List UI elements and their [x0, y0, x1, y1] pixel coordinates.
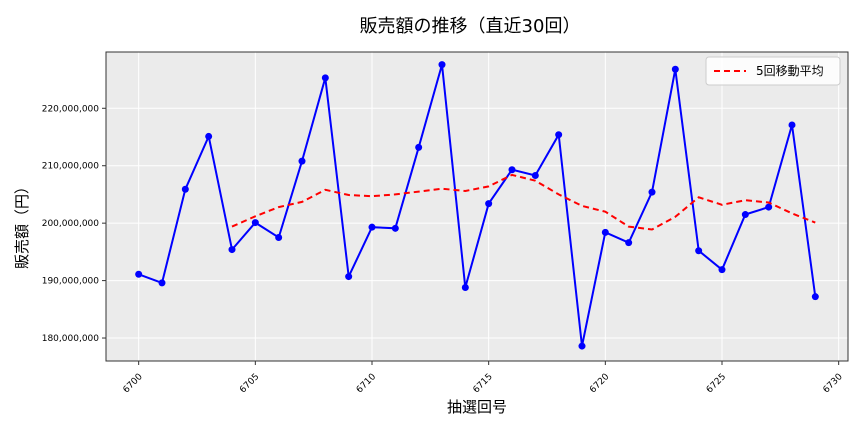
sales-point	[181, 185, 189, 193]
y-tick-label: 210,000,000	[42, 162, 100, 172]
sales-point	[321, 74, 329, 82]
x-tick-label: 6725	[705, 372, 728, 395]
x-tick-label: 6730	[822, 372, 845, 395]
sales-point	[601, 228, 609, 236]
sales-point	[531, 171, 539, 179]
y-tick-label: 190,000,000	[42, 277, 100, 287]
sales-point	[648, 188, 656, 196]
chart-title: 販売額の推移（直近30回）	[360, 16, 581, 37]
sales-point	[508, 166, 516, 174]
sales-point	[391, 224, 399, 232]
sales-point	[718, 266, 726, 274]
y-axis-title: 販売額（円）	[13, 179, 31, 269]
sales-point	[555, 131, 563, 139]
sales-point	[625, 239, 633, 247]
x-tick-label: 6720	[588, 372, 611, 395]
series-layer	[135, 61, 819, 350]
sales-point	[135, 270, 143, 278]
sales-point	[415, 143, 423, 151]
sales-point	[298, 157, 306, 165]
sales-point	[205, 132, 213, 140]
sales-point	[345, 273, 353, 281]
grid	[106, 52, 848, 361]
sales-line	[138, 64, 817, 347]
x-axis-title: 抽選回号	[447, 398, 507, 416]
sales-point	[788, 121, 796, 129]
x-tick-label: 6715	[472, 372, 495, 395]
x-tick-label: 6700	[122, 372, 145, 395]
legend-label-moving-average: 5回移動平均	[756, 64, 824, 78]
sales-point	[275, 234, 283, 242]
plot-area	[106, 52, 848, 361]
moving-average-line	[231, 173, 816, 231]
sales-point	[695, 247, 703, 255]
legend-box	[705, 56, 841, 86]
sales-point	[251, 219, 259, 227]
legend: 5回移動平均	[705, 56, 841, 86]
y-tick-label: 220,000,000	[42, 104, 100, 114]
x-tick-label: 6705	[238, 372, 261, 395]
sales-point	[741, 211, 749, 219]
plot-frame	[105, 51, 849, 362]
sales-point	[368, 223, 376, 231]
sales-point	[158, 279, 166, 287]
sales-point	[461, 283, 469, 291]
sales-point	[228, 246, 236, 254]
x-tick-label: 6710	[355, 372, 378, 395]
y-tick-label: 180,000,000	[42, 334, 100, 344]
sales-point	[578, 342, 586, 350]
sales-point	[485, 200, 493, 208]
sales-point	[438, 61, 446, 69]
y-tick-label: 200,000,000	[42, 219, 100, 229]
sales-point	[671, 65, 679, 73]
sales-point	[765, 203, 773, 211]
sales-point	[811, 293, 819, 301]
